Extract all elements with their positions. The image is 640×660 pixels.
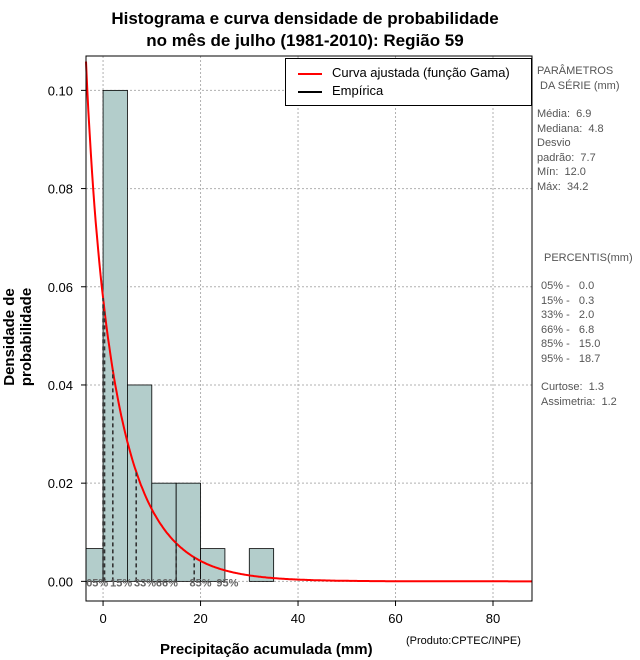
legend-label-empirical: Empírica [332, 83, 384, 98]
y-tick-label: 0.08 [48, 182, 73, 197]
percentile-label: 85% [190, 577, 212, 589]
gamma-curve-layer [85, 61, 532, 583]
percentile-label: 33% [134, 577, 156, 589]
y-tick-label: 0.00 [48, 574, 73, 589]
y-tick-label: 0.10 [48, 83, 73, 98]
params-values: Média: 6.9 Mediana: 4.8 Desvio padrão: 7… [537, 108, 604, 193]
axes: 0 20 40 60 80 0.00 0.02 0.04 0.06 0.08 0.10 [48, 55, 533, 626]
gamma-fit-curve [85, 61, 532, 583]
x-tick-label: 80 [486, 611, 500, 626]
stats-values: Curtose: 1.3 Assimetria: 1.2 [541, 381, 617, 408]
x-tick-label: 20 [193, 611, 207, 626]
y-tick-label: 0.04 [48, 378, 73, 393]
histogram-bar [175, 482, 201, 582]
x-tick-label: 0 [99, 611, 106, 626]
plot-frame [85, 55, 533, 602]
percentile-label: 05% [86, 577, 108, 589]
histogram-bar [102, 89, 128, 582]
legend-item-fit: Curva ajustada (função Gama) [286, 65, 531, 83]
legend-label-fit: Curva ajustada (função Gama) [332, 65, 510, 80]
x-axis-label: Precipitação acumulada (mm) [160, 641, 373, 658]
product-credit: (Produto:CPTEC/INPE) [406, 635, 521, 647]
y-tick-label: 0.06 [48, 280, 73, 295]
percentis-values: 05% - 0.0 15% - 0.3 33% - 2.0 66% - 6.8 … [541, 280, 601, 365]
x-tick-label: 60 [388, 611, 402, 626]
legend-item-empirical: Empírica [286, 83, 531, 101]
params-title: PARÂMETROS DA SÉRIE (mm) [537, 65, 620, 92]
chart-title-line2: no mês de julho (1981-2010): Região 59 [146, 31, 464, 50]
percentile-label: 95% [216, 577, 238, 589]
y-tick-label: 0.02 [48, 476, 73, 491]
percentis-title: PERCENTIS(mm) [544, 252, 633, 264]
histogram-bar [200, 548, 226, 582]
y-axis-label: Densidade de probabilidade [1, 287, 35, 387]
legend-swatch-empirical [298, 91, 322, 93]
legend-swatch-fit [298, 73, 322, 75]
histogram-bar [151, 482, 177, 582]
percentile-label: 66% [156, 577, 178, 589]
legend: Curva ajustada (função Gama) Empírica [285, 58, 532, 106]
x-tick-label: 40 [291, 611, 305, 626]
percentile-lines: 05% 15% 33% 66% 85% 95% [86, 297, 239, 589]
chart-title-line1: Histograma e curva densidade de probabil… [111, 9, 499, 28]
percentile-label: 15% [110, 577, 132, 589]
